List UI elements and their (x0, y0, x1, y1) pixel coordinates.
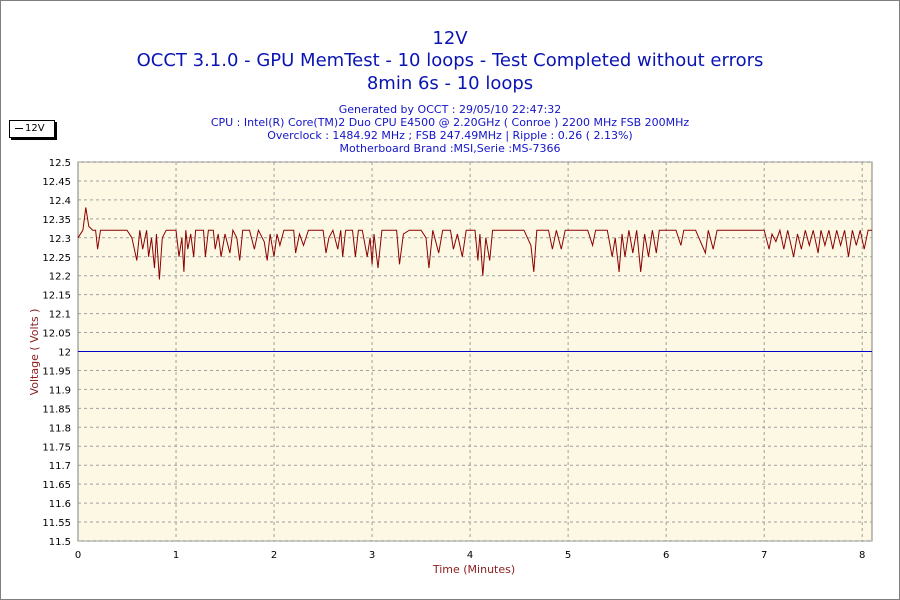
info-generated: Generated by OCCT : 29/05/10 22:47:32 (338, 103, 562, 116)
x-axis-label: Time (Minutes) (432, 563, 515, 576)
y-tick-label: 12.4 (49, 196, 71, 207)
y-tick-label: 12.25 (42, 253, 71, 264)
y-tick-label: 11.6 (49, 499, 71, 510)
series-line-12v (77, 207, 872, 280)
y-tick-label: 12.3 (49, 234, 71, 245)
y-tick-label: 11.75 (42, 442, 71, 453)
y-tick-label: 11.95 (42, 366, 71, 377)
x-tick-label: 2 (271, 550, 277, 561)
y-tick-label: 11.85 (42, 404, 71, 415)
y-tick-label: 11.5 (49, 537, 71, 548)
y-tick-label: 12.1 (49, 310, 71, 321)
y-tick-label: 12.05 (42, 329, 71, 340)
chart-title: 12V (432, 28, 468, 49)
x-tick-label: 5 (565, 550, 571, 561)
x-axis-ticks: 0 1 2 3 4 5 6 7 8 (75, 550, 866, 561)
gridlines (78, 161, 872, 542)
y-tick-label: 12.2 (49, 272, 71, 283)
legend-swatch (15, 127, 23, 129)
y-tick-label: 11.8 (49, 423, 71, 434)
x-tick-label: 1 (173, 550, 179, 561)
y-tick-label: 12.45 (42, 177, 71, 188)
x-tick-label: 3 (369, 550, 375, 561)
y-axis-label: Voltage ( Volts ) (28, 309, 41, 396)
x-tick-label: 4 (467, 550, 473, 561)
info-overclock: Overclock : 1484.92 MHz ; FSB 247.49MHz … (267, 129, 633, 142)
y-tick-label: 11.7 (49, 461, 71, 472)
info-cpu: CPU : Intel(R) Core(TM)2 Duo CPU E4500 @… (210, 116, 690, 129)
x-tick-label: 7 (761, 550, 767, 561)
y-axis-ticks: 12.5 12.45 12.4 12.35 12.3 12.25 12.2 12.15 12.1… (42, 158, 71, 548)
chart-subtitle-line-2: 8min 6s - 10 loops (366, 73, 534, 94)
info-motherboard: Motherboard Brand :MSI,Serie :MS-7366 (339, 142, 561, 155)
y-tick-label: 12 (58, 348, 71, 359)
y-tick-label: 11.65 (42, 480, 71, 491)
x-tick-label: 6 (663, 550, 669, 561)
y-tick-label: 11.55 (42, 518, 71, 529)
x-tick-label: 8 (859, 550, 865, 561)
y-tick-label: 12.35 (42, 215, 71, 226)
x-tick-label: 0 (75, 550, 81, 561)
legend-label: 12V (25, 123, 45, 134)
chart-legend: 12V (9, 120, 55, 138)
chart-subtitle-line-1: OCCT 3.1.0 - GPU MemTest - 10 loops - Te… (136, 50, 764, 71)
y-tick-label: 12.15 (42, 291, 71, 302)
y-tick-label: 11.9 (49, 385, 71, 396)
y-tick-label: 12.5 (49, 158, 71, 169)
